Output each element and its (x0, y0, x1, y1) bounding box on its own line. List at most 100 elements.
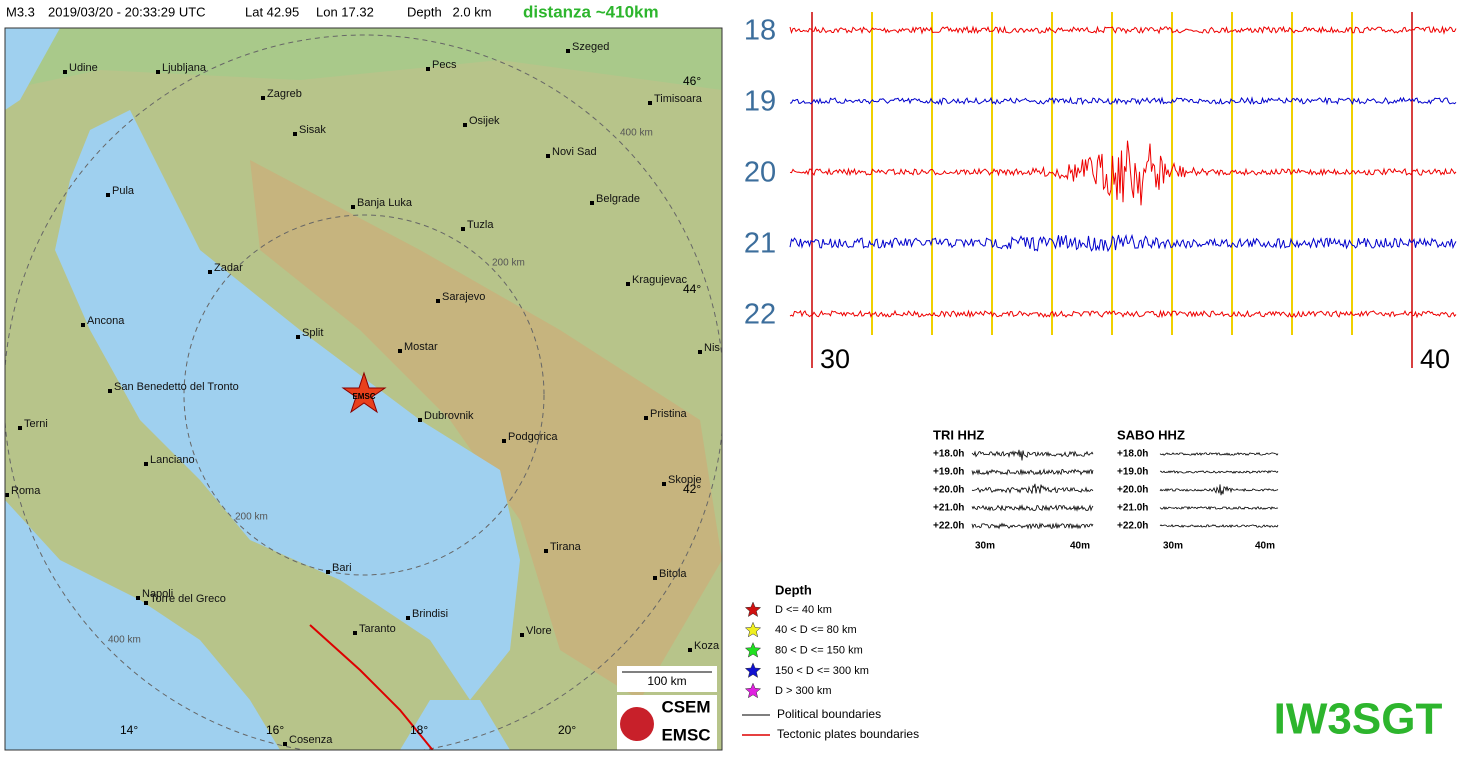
row-label: +20.0h (1117, 485, 1148, 496)
legend-label: D > 300 km (775, 685, 832, 697)
legend-star (744, 662, 762, 678)
city-dot (353, 631, 357, 635)
city-label: Pula (112, 185, 135, 197)
trace (789, 96, 1457, 106)
city-label: Pristina (650, 408, 688, 420)
city-label: Nis (704, 342, 720, 354)
row-label: +21.0h (933, 503, 964, 514)
axis-label: 30m (1163, 541, 1183, 552)
city-label: Timisoara (654, 93, 703, 105)
city-dot (63, 70, 67, 74)
city-label: Cosenza (289, 734, 333, 746)
city-label: Sisak (299, 124, 326, 136)
city-label: Kragujevac (632, 274, 688, 286)
legend-label: Political boundaries (777, 707, 881, 721)
trace (789, 140, 1457, 206)
city-label: Osijek (469, 115, 500, 127)
thumb-trace (1159, 452, 1279, 456)
thumb-trace (1159, 484, 1279, 496)
row-label: +18.0h (1117, 449, 1148, 460)
header: M3.3 2019/03/20 - 20:33:29 UTC Lat 42.95… (6, 2, 659, 21)
city-label: Dubrovnik (424, 410, 474, 422)
logo-text: EMSC (661, 725, 710, 744)
city-dot (326, 570, 330, 574)
city-label: Belgrade (596, 193, 640, 205)
lon-label: 14° (120, 723, 138, 737)
city-dot (502, 439, 506, 443)
hour-label: 22 (744, 299, 776, 331)
city-label: Split (302, 327, 323, 339)
city-dot (688, 648, 692, 652)
city-dot (106, 193, 110, 197)
city-dot (566, 49, 570, 53)
station-label: TRI HHZ (933, 427, 984, 442)
axis-label: 30m (975, 541, 995, 552)
row-label: +22.0h (933, 521, 964, 532)
scale-box (617, 666, 717, 692)
city-label: Brindisi (412, 608, 448, 620)
city-label: Lanciano (150, 454, 195, 466)
lat-label: 46° (683, 74, 701, 88)
city-dot (644, 416, 648, 420)
city-dot (108, 389, 112, 393)
ring-label: 200 km (235, 512, 268, 523)
row-label: +21.0h (1117, 503, 1148, 514)
city-dot (662, 482, 666, 486)
axis-label: 40m (1070, 541, 1090, 552)
legend-label: 150 < D <= 300 km (775, 665, 869, 677)
city-dot (261, 96, 265, 100)
row-label: +22.0h (1117, 521, 1148, 532)
city-dot (296, 335, 300, 339)
trace (789, 25, 1457, 35)
city-label: Udine (69, 62, 98, 74)
ring-label: 400 km (108, 635, 141, 646)
legend-label: 40 < D <= 80 km (775, 624, 857, 636)
lon: Lon 17.32 (316, 4, 374, 19)
city-label: Terni (24, 418, 48, 430)
city-dot (351, 205, 355, 209)
epicenter-label: EMSC (352, 392, 375, 401)
map: Udine Ljubljana Pecs Szeged Zagreb Sisak Osije… (5, 28, 722, 750)
city-label: San Benedetto del Tronto (114, 381, 239, 393)
lon-label: 18° (410, 723, 428, 737)
city-dot (648, 101, 652, 105)
city-dot (418, 418, 422, 422)
ring-200 (183, 214, 545, 576)
thumbnails: TRI HHZ +18.0h +19.0h +20.0h +21.0h +22.0h 30m… (933, 427, 1279, 552)
plain (5, 28, 722, 90)
legend-star (744, 621, 762, 638)
hour-label: 21 (744, 228, 776, 260)
seismogram: 18 19 20 21 22 30 40 (744, 12, 1457, 374)
legend-label: 80 < D <= 150 km (775, 645, 863, 657)
thumb-trace (971, 503, 1094, 512)
city-dot (81, 323, 85, 327)
lat-label: 42° (683, 482, 701, 496)
thumb-trace (1159, 505, 1279, 511)
distance: distanza ~410km (523, 2, 659, 21)
datetime: 2019/03/20 - 20:33:29 UTC (48, 4, 206, 19)
city-label: Sarajevo (442, 291, 485, 303)
trace (789, 233, 1457, 253)
city-label: Roma (11, 485, 41, 497)
depth: Depth 2.0 km (407, 4, 492, 19)
city-dot (426, 67, 430, 71)
cities: Udine Ljubljana Pecs Szeged Zagreb Sisak Osije… (5, 41, 720, 746)
city-label: Torre del Greco (150, 593, 226, 605)
minute-label: 40 (1420, 344, 1450, 374)
city-label: Szeged (572, 41, 609, 53)
city-dot (144, 462, 148, 466)
magnitude: M3.3 (6, 4, 35, 19)
row-label: +20.0h (933, 485, 964, 496)
legend-star (744, 641, 762, 658)
city-label: Novi Sad (552, 146, 597, 158)
thumb-trace (971, 449, 1094, 461)
thumb-trace (1159, 524, 1279, 529)
city-label: Mostar (404, 341, 438, 353)
adriatic-sea (55, 110, 520, 700)
thumb-trace (971, 468, 1094, 476)
city-label: Vlore (526, 625, 552, 637)
lat: Lat 42.95 (245, 4, 299, 19)
city-dot (283, 742, 287, 746)
legend-star (744, 601, 762, 618)
